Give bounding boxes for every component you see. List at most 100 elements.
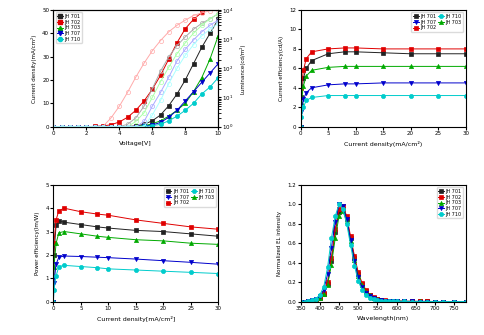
JH 707 — [408, 299, 414, 304]
JH 703 — [347, 239, 353, 243]
JH 710 — [78, 265, 84, 269]
JH 702 — [313, 297, 318, 302]
JH 710 — [308, 95, 314, 99]
JH 710 — [341, 93, 347, 97]
JH 707 — [407, 81, 413, 85]
JH 703 — [431, 299, 437, 304]
JH 702 — [378, 298, 383, 302]
JH 701 — [309, 298, 315, 303]
JH 702 — [408, 299, 414, 304]
JH 707 — [309, 298, 315, 303]
JH 703 — [407, 64, 413, 68]
JH 702 — [370, 295, 376, 299]
JH 710 — [355, 279, 361, 283]
JH 710 — [313, 296, 318, 300]
JH 701 — [298, 95, 303, 99]
Line: JH 701: JH 701 — [298, 50, 467, 129]
JH 701 — [408, 299, 414, 304]
JH 703 — [374, 297, 379, 302]
JH 710 — [393, 299, 399, 304]
JH 701 — [335, 210, 341, 214]
JH 701 — [462, 299, 468, 304]
JH 703 — [362, 290, 368, 294]
JH 703 — [94, 234, 100, 238]
JH 710 — [51, 288, 57, 292]
Line: JH 702: JH 702 — [298, 46, 467, 129]
JH 710 — [50, 299, 56, 304]
JH 702 — [335, 207, 341, 211]
JH 702 — [379, 47, 385, 51]
JH 701 — [56, 219, 61, 223]
JH 707 — [439, 299, 445, 304]
JH 707 — [400, 299, 406, 304]
JH 710 — [434, 93, 440, 97]
JH 701 — [431, 299, 437, 304]
JH 702 — [56, 209, 61, 213]
JH 707 — [133, 257, 138, 261]
JH 710 — [351, 264, 357, 268]
JH 707 — [301, 299, 307, 304]
JH 707 — [298, 110, 303, 114]
JH 707 — [78, 255, 84, 259]
JH 701 — [381, 298, 387, 303]
JH 702 — [308, 50, 314, 54]
JH 702 — [298, 86, 303, 90]
JH 701 — [78, 222, 84, 226]
JH 701 — [400, 299, 406, 303]
JH 710 — [309, 298, 315, 302]
JH 701 — [215, 234, 221, 238]
JH 703 — [308, 68, 314, 72]
X-axis label: Voltage[V]: Voltage[V] — [119, 141, 152, 146]
JH 703 — [450, 299, 456, 304]
JH 710 — [300, 105, 306, 109]
JH 707 — [462, 81, 468, 85]
JH 707 — [308, 86, 314, 90]
JH 710 — [450, 299, 456, 304]
JH 702 — [374, 297, 379, 301]
JH 702 — [341, 46, 347, 50]
JH 701 — [407, 52, 413, 56]
JH 703 — [56, 231, 61, 235]
JH 702 — [407, 47, 413, 51]
JH 710 — [335, 202, 341, 206]
JH 707 — [424, 299, 429, 304]
JH 710 — [320, 285, 326, 289]
Line: JH 703: JH 703 — [298, 64, 467, 129]
JH 710 — [352, 93, 358, 97]
JH 707 — [160, 259, 166, 263]
JH 702 — [450, 299, 456, 304]
Y-axis label: Current density(mA/cm²): Current density(mA/cm²) — [30, 34, 37, 103]
JH 707 — [325, 83, 331, 87]
JH 701 — [450, 299, 456, 304]
JH 702 — [160, 221, 166, 225]
JH 710 — [133, 268, 138, 272]
JH 702 — [424, 299, 429, 304]
JH 701 — [328, 259, 333, 263]
JH 703 — [359, 283, 364, 287]
JH 702 — [359, 281, 364, 285]
JH 702 — [50, 299, 56, 304]
JH 703 — [332, 237, 337, 241]
JH 707 — [343, 217, 349, 221]
JH 702 — [324, 280, 330, 284]
JH 701 — [389, 299, 395, 303]
JH 710 — [305, 299, 311, 303]
JH 702 — [434, 47, 440, 51]
JH 710 — [408, 299, 414, 304]
JH 703 — [50, 299, 56, 304]
JH 701 — [378, 298, 383, 302]
JH 701 — [359, 282, 364, 286]
Line: JH 702: JH 702 — [51, 206, 220, 304]
JH 702 — [300, 68, 306, 72]
Line: JH 701: JH 701 — [51, 219, 220, 304]
JH 707 — [53, 262, 59, 266]
JH 703 — [378, 298, 383, 302]
JH 702 — [301, 299, 307, 304]
JH 702 — [400, 299, 406, 303]
JH 710 — [407, 93, 413, 97]
JH 707 — [393, 299, 399, 303]
JH 703 — [105, 236, 111, 240]
JH 703 — [302, 74, 308, 78]
Line: JH 703: JH 703 — [298, 209, 467, 304]
JH 710 — [324, 265, 330, 269]
